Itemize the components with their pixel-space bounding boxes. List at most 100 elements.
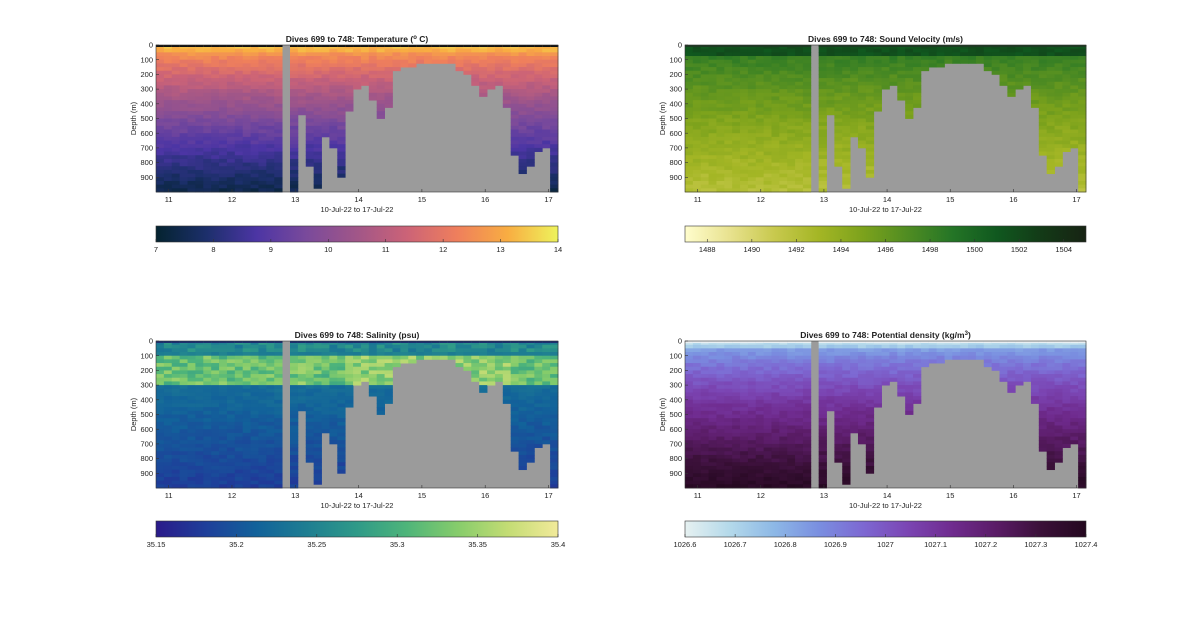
heatmap-cell — [771, 403, 780, 408]
heatmap-cell — [250, 440, 259, 445]
heatmap-cell — [487, 355, 496, 360]
heatmap-cell — [771, 469, 780, 474]
heatmap-cell — [353, 359, 362, 364]
heatmap-cell — [329, 48, 338, 53]
heatmap-cell — [455, 344, 464, 349]
heatmap-cell — [266, 155, 275, 160]
heatmap-cell — [1030, 59, 1040, 64]
heatmap-cell — [384, 377, 393, 382]
heatmap-cell — [534, 355, 543, 360]
heatmap-cell — [234, 484, 244, 489]
heatmap-cell — [234, 473, 244, 478]
heatmap-cell — [732, 147, 741, 152]
heatmap-cell — [692, 45, 702, 50]
heatmap-cell — [724, 465, 733, 471]
heatmap-cell — [526, 52, 535, 57]
heatmap-cell — [368, 366, 378, 371]
heatmap-cell — [889, 81, 898, 86]
surface-stripe — [455, 45, 464, 47]
heatmap-cell — [219, 469, 228, 474]
heatmap-cell — [763, 114, 772, 119]
x-tick-label: 15 — [946, 195, 954, 204]
heatmap-cell — [700, 480, 709, 485]
heatmap-cell — [203, 125, 212, 130]
heatmap-cell — [487, 370, 496, 375]
heatmap-cell — [747, 443, 757, 448]
heatmap-cell — [1023, 56, 1032, 61]
heatmap-cell — [850, 133, 859, 138]
heatmap-cell — [195, 147, 204, 152]
heatmap-cell — [274, 436, 283, 441]
heatmap-cell — [716, 147, 725, 152]
heatmap-cell — [920, 67, 930, 72]
heatmap-cell — [163, 180, 173, 186]
heatmap-cell — [685, 118, 694, 123]
heatmap-cell — [779, 341, 788, 346]
heatmap-cell — [692, 144, 702, 149]
heatmap-cell — [542, 410, 551, 415]
colorbar-tick-label: 1494 — [833, 245, 850, 254]
heatmap-cell — [700, 484, 709, 489]
heatmap-cell — [1015, 56, 1024, 61]
heatmap-cell — [187, 341, 196, 346]
heatmap-cell — [795, 100, 804, 105]
heatmap-cell — [732, 429, 741, 434]
heatmap-cell — [510, 377, 519, 382]
heatmap-cell — [857, 67, 867, 72]
heatmap-cell — [802, 111, 812, 116]
heatmap-cell — [455, 359, 464, 364]
heatmap-cell — [1038, 63, 1048, 68]
heatmap-cell — [226, 118, 236, 123]
heatmap-cell — [163, 92, 173, 97]
heatmap-cell — [179, 147, 188, 152]
heatmap-cell — [416, 344, 425, 349]
heatmap-cell — [834, 458, 843, 463]
heatmap-cell — [187, 352, 196, 357]
heatmap-cell — [779, 100, 788, 105]
heatmap-cell — [518, 370, 527, 375]
heatmap-cell — [534, 114, 543, 119]
heatmap-cell — [818, 432, 827, 437]
heatmap-cell — [534, 111, 543, 116]
heatmap-cell — [1023, 45, 1032, 50]
heatmap-cell — [353, 348, 362, 353]
heatmap-cell — [274, 344, 283, 349]
heatmap-cell — [250, 341, 259, 346]
heatmap-cell — [337, 151, 346, 156]
heatmap-cell — [250, 381, 259, 386]
heatmap-cell — [818, 462, 827, 467]
heatmap-cell — [708, 129, 717, 134]
heatmap-cell — [787, 436, 796, 441]
heatmap-cell — [1070, 85, 1079, 90]
heatmap-cell — [850, 341, 859, 346]
heatmap-cell — [274, 169, 283, 175]
heatmap-cell — [1054, 107, 1063, 112]
heatmap-cell — [1078, 129, 1087, 134]
heatmap-cell — [234, 188, 244, 193]
heatmap-cell — [747, 173, 757, 178]
heatmap-cell — [518, 348, 527, 353]
heatmap-cell — [550, 396, 559, 401]
heatmap-cell — [345, 100, 354, 105]
heatmap-cell — [518, 103, 527, 108]
heatmap-cell — [850, 344, 859, 349]
heatmap-cell — [242, 476, 251, 482]
heatmap-cell — [755, 443, 765, 448]
heatmap-cell — [242, 451, 251, 456]
heatmap-cell — [542, 374, 551, 379]
heatmap-cell — [857, 352, 867, 357]
heatmap-cell — [787, 63, 796, 68]
heatmap-cell — [156, 151, 165, 156]
surface-stripe — [195, 341, 204, 343]
surface-stripe — [345, 341, 354, 343]
heatmap-cell — [203, 344, 212, 349]
heatmap-cell — [732, 67, 741, 72]
heatmap-cell — [518, 92, 527, 97]
heatmap-cell — [171, 410, 181, 415]
heatmap-cell — [376, 85, 385, 90]
x-tick-label: 16 — [1009, 195, 1017, 204]
heatmap-cell — [708, 70, 717, 75]
heatmap-cell — [353, 85, 362, 90]
heatmap-cell — [313, 425, 322, 430]
heatmap-cell — [463, 363, 472, 368]
